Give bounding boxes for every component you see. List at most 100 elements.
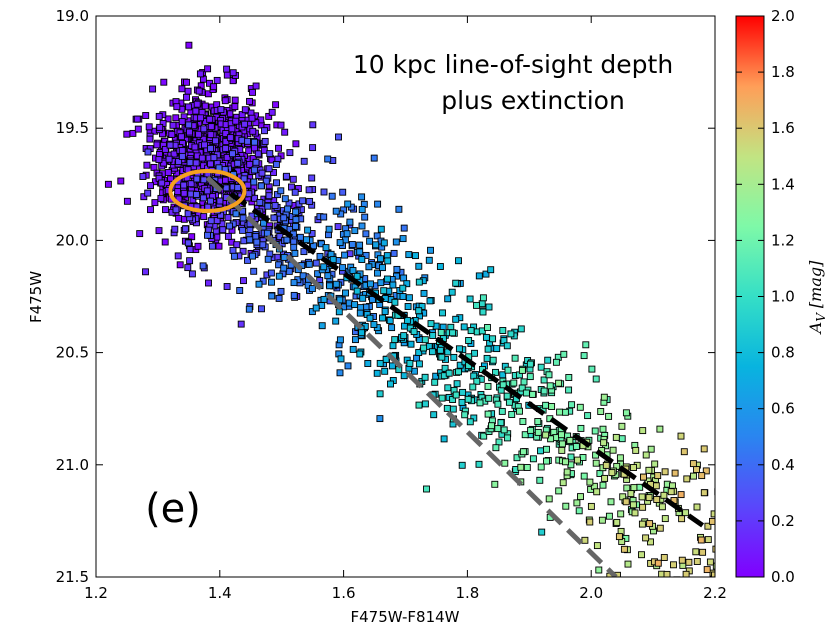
data-point [504,366,512,374]
data-point [288,183,295,191]
data-point [184,264,192,272]
data-point [244,256,251,264]
data-point [204,65,212,73]
data-point [223,283,231,290]
data-point [510,379,518,387]
data-point [678,556,686,564]
data-point [556,408,564,416]
data-point [222,176,229,184]
data-point [206,115,214,123]
y-tick-label: 20.0 [56,231,89,249]
data-point [271,202,279,209]
data-point [123,197,131,205]
data-point [534,428,542,436]
data-point [291,188,299,196]
data-point [595,566,603,574]
data-point [415,307,423,315]
data-point [224,232,232,240]
data-point [379,314,386,322]
data-point [499,327,507,334]
data-point [390,249,398,257]
data-point [582,341,590,349]
data-point [493,345,501,353]
data-point [647,445,655,453]
data-point [544,356,552,364]
data-point [133,115,141,123]
data-point [230,252,238,260]
data-point [262,177,270,185]
y-tick-label: 19.0 [56,7,89,25]
data-point [150,163,158,171]
data-point [185,121,193,129]
data-point [455,257,462,265]
data-point [246,160,254,168]
data-point [229,246,237,254]
data-point [164,115,172,123]
data-point [245,190,253,198]
data-point [467,327,475,335]
data-point [623,484,631,492]
data-point [343,230,351,238]
data-point [248,114,256,122]
data-point [306,197,314,205]
data-point [391,298,399,306]
data-point [358,193,366,201]
data-point [415,262,423,270]
data-point [479,308,487,316]
data-point [199,262,207,270]
data-point [404,303,412,310]
data-point [495,438,503,446]
data-point [186,257,194,265]
data-point [608,469,616,477]
colorbar-tick-label: 0.4 [771,456,795,474]
data-point [164,169,172,176]
data-point [320,188,328,196]
data-point [334,223,342,231]
data-point [712,562,715,570]
data-point [661,515,669,523]
data-point [420,289,428,297]
data-point [178,85,186,93]
data-point [413,354,421,362]
data-point [255,280,263,288]
data-point [617,510,625,518]
data-point [661,468,669,476]
data-point [586,518,594,526]
data-point [276,233,284,241]
data-point [438,353,446,361]
reddening-lines [205,175,705,577]
data-point [180,181,188,189]
data-point [632,446,640,454]
data-point [693,466,700,473]
data-point [631,509,639,517]
data-point [588,365,596,373]
colorbar-tick-label: 1.2 [771,231,795,249]
data-point [207,217,215,225]
data-point [176,261,184,269]
data-point [445,369,453,377]
data-point [265,112,273,120]
data-point [160,159,168,167]
data-point [469,383,477,391]
data-point [365,263,373,271]
data-point [281,195,289,203]
data-point [423,485,430,493]
data-point [349,267,357,274]
data-point [156,123,164,131]
data-point [427,246,434,254]
data-point [542,431,550,439]
data-point [251,138,258,146]
data-point [444,384,452,392]
y-axis-title: F475W [27,271,45,323]
data-point [289,175,297,183]
data-point [489,356,497,364]
data-point [580,472,588,480]
data-point [658,503,666,511]
data-point [692,548,700,556]
data-point [389,281,397,289]
data-point [197,114,205,122]
data-point [555,487,563,495]
data-point [221,97,229,105]
data-point [503,434,511,442]
data-point [239,226,247,234]
